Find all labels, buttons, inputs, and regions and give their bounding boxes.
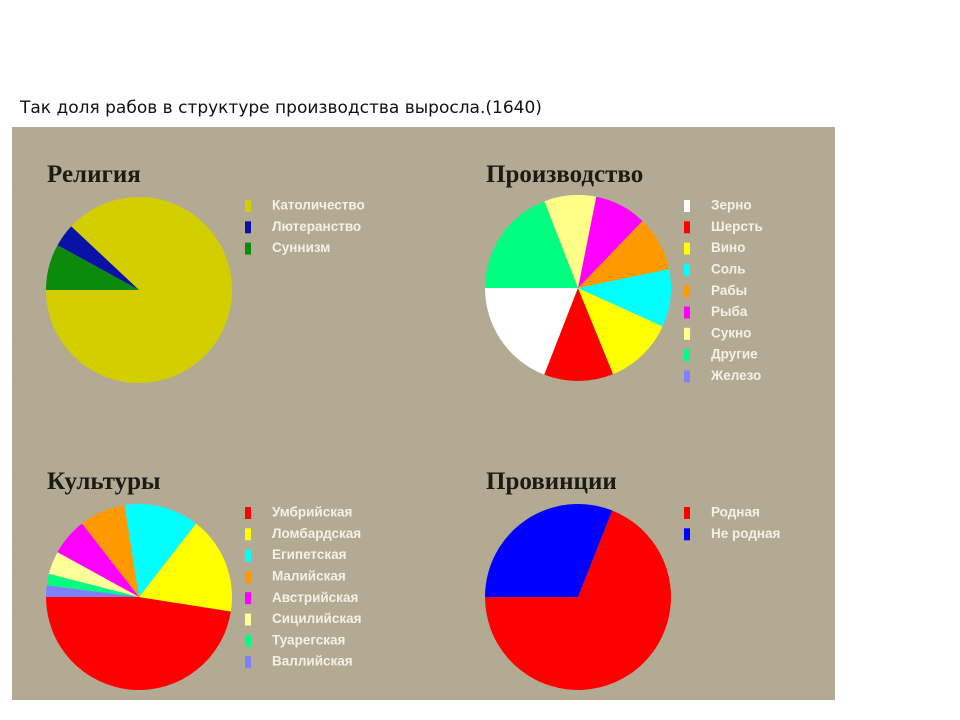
legend-label: Шерсть — [711, 219, 763, 234]
pie-slice — [485, 288, 578, 375]
legend-swatch — [245, 592, 251, 605]
pie-slice — [578, 220, 670, 288]
legend-swatch — [684, 221, 690, 234]
legend-swatch — [245, 507, 251, 519]
pie-slice — [485, 504, 613, 597]
legend-swatch — [684, 327, 690, 340]
pie-slice — [485, 201, 578, 288]
legend-label: Ломбардская — [272, 526, 361, 541]
legend-label: Умбрийская — [272, 505, 352, 520]
pie-slice — [578, 269, 671, 327]
legend-label: Сукно — [711, 325, 751, 340]
legend-swatch — [245, 549, 251, 562]
pie-slice — [57, 523, 139, 597]
pie-slice — [46, 585, 139, 597]
legend-label: Лютеранство — [272, 219, 361, 234]
pie-title: Провинции — [486, 468, 617, 495]
legend-label: Зерно — [711, 198, 752, 213]
pie-slice — [81, 505, 139, 597]
pie-slice — [578, 288, 663, 375]
legend-swatch — [245, 242, 251, 255]
legend-swatch — [684, 370, 690, 383]
legend-label: Не родная — [711, 526, 780, 541]
legend-label: Соль — [711, 261, 746, 276]
legend-label: Другие — [711, 347, 758, 362]
pie-slice — [46, 245, 139, 290]
legend-label: Суннизм — [272, 240, 330, 255]
pie-title: Религия — [47, 161, 141, 188]
legend-label: Рабы — [711, 283, 747, 298]
legend-label: Железо — [710, 368, 761, 383]
legend-label: Валлийская — [272, 654, 353, 669]
pie-slice — [485, 510, 671, 690]
legend-swatch — [684, 507, 690, 519]
pie-slice — [124, 504, 197, 597]
legend-swatch — [684, 242, 690, 255]
pie-title: Культуры — [47, 468, 161, 495]
pie-slice — [48, 552, 139, 597]
legend-swatch — [684, 306, 690, 319]
legend-swatch — [245, 570, 251, 583]
legend-label: Египетская — [272, 547, 347, 562]
legend-label: Туарегская — [272, 632, 345, 647]
legend-swatch — [245, 656, 251, 669]
legend-label: Католичество — [272, 198, 365, 213]
legend-label: Родная — [711, 505, 760, 520]
legend-swatch — [245, 528, 251, 541]
pie-slice — [46, 597, 231, 690]
legend-swatch — [245, 200, 251, 212]
legend-swatch — [684, 285, 690, 298]
caption: Так доля рабов в структуре производства … — [19, 98, 542, 118]
legend-label: Сицилийская — [272, 611, 361, 626]
legend-label: Австрийская — [272, 590, 358, 605]
pie-slice — [46, 196, 232, 383]
legend-label: Вино — [711, 240, 745, 255]
legend-swatch — [245, 634, 251, 647]
pie-title: Производство — [486, 161, 643, 188]
legend-swatch — [245, 221, 251, 234]
legend-swatch — [684, 200, 690, 212]
legend-label: Малийская — [272, 568, 346, 583]
legend-swatch — [684, 263, 690, 276]
legend-label: Рыба — [711, 304, 748, 319]
pie-slice — [578, 196, 643, 288]
pie-slice — [46, 573, 139, 597]
pie-slice — [544, 288, 614, 381]
pie-slice — [57, 226, 139, 290]
legend-swatch — [245, 613, 251, 626]
legend-swatch — [684, 349, 690, 362]
pie-slice — [139, 523, 233, 612]
legend-swatch — [684, 528, 690, 541]
pie-slice — [544, 195, 597, 288]
